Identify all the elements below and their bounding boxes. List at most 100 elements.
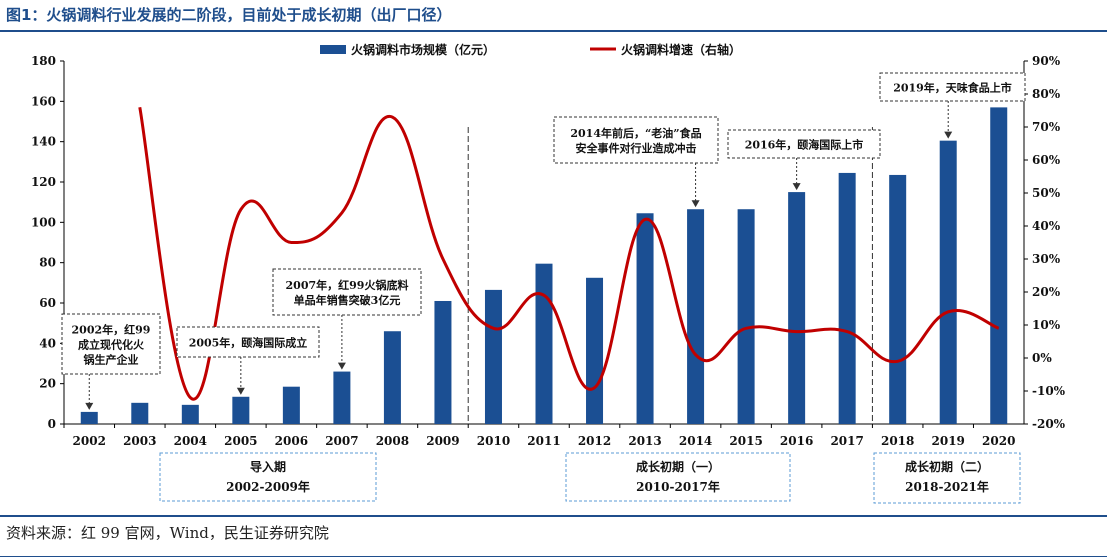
bar-2015: [737, 209, 755, 424]
x-tick-label-2011: 2011: [527, 434, 560, 448]
phase-box-2: [565, 452, 791, 502]
x-tick-label-2013: 2013: [628, 434, 661, 448]
annotation-box-2007: [272, 268, 422, 316]
annotation-box-2016: [727, 129, 881, 159]
bar-2017: [838, 172, 856, 424]
y-left-tick-label: 80: [39, 256, 56, 270]
annotation-arrowhead-2016: [792, 183, 801, 191]
bar-2003: [131, 402, 149, 424]
y-left-tick-label: 40: [39, 336, 56, 350]
x-tick-label-2016: 2016: [780, 434, 813, 448]
phase-box-3: [873, 452, 1021, 504]
y-right-tick-label: 0%: [1032, 351, 1052, 365]
growth-line: [138, 106, 1000, 401]
y-left-tick-label: 0: [48, 417, 56, 431]
annotation-box-2014: [553, 116, 719, 164]
x-tick-label-2020: 2020: [982, 434, 1015, 448]
bar-2019: [939, 140, 957, 425]
y-right-tick-label: -20%: [1032, 417, 1066, 431]
annotation-arrowhead-2014: [691, 200, 700, 208]
x-tick-label-2003: 2003: [123, 434, 156, 448]
y-right-tick-label: -10%: [1032, 384, 1066, 398]
bar-2020: [990, 107, 1008, 424]
annotation-text-2007: 单品年销售突破3亿元: [294, 293, 401, 307]
phase-name-2: 成长初期（一）: [636, 459, 720, 474]
y-left-tick-label: 60: [39, 296, 56, 310]
y-right-tick-label: 50%: [1032, 186, 1061, 200]
annotation-text-2002: 成立现代化火: [78, 338, 145, 352]
y-left-tick-label: 100: [31, 215, 56, 229]
y-right-tick-label: 20%: [1032, 285, 1061, 299]
x-tick-label-2007: 2007: [325, 434, 358, 448]
x-tick-label-2019: 2019: [932, 434, 965, 448]
y-left-tick-label: 180: [31, 54, 56, 68]
y-right-tick-label: 30%: [1032, 252, 1061, 266]
y-right-tick-label: 80%: [1032, 87, 1061, 101]
annotation-text-2007: 2007年，红99火锅底料: [286, 278, 409, 292]
footer-divider: [0, 515, 1107, 517]
chart-title: 图1：火锅调料行业发展的二阶段，目前处于成长初期（出厂口径）: [6, 6, 452, 24]
x-tick-label-2002: 2002: [73, 434, 106, 448]
title-bar: 图1：火锅调料行业发展的二阶段，目前处于成长初期（出厂口径）: [0, 0, 1107, 32]
annotation-text-2016: 2016年，颐海国际上市: [745, 138, 864, 152]
bar-2009: [434, 300, 452, 424]
x-tick-label-2004: 2004: [174, 434, 207, 448]
legend-bar-swatch: [320, 45, 346, 54]
phase-range-1: 2002-2009年: [226, 479, 310, 494]
annotation-box-2005: [176, 326, 320, 358]
y-right-tick-label: 60%: [1032, 153, 1061, 167]
annotation-arrowhead-2007: [337, 362, 346, 370]
y-right-tick-label: 70%: [1032, 120, 1061, 134]
phase-box-1: [159, 452, 377, 502]
x-tick-label-2018: 2018: [881, 434, 914, 448]
legend-bar-label: 火锅调料市场规模（亿元）: [351, 42, 495, 57]
x-tick-label-2014: 2014: [679, 434, 712, 448]
x-tick-label-2015: 2015: [729, 434, 762, 448]
x-tick-label-2017: 2017: [830, 434, 863, 448]
bar-2005: [232, 396, 250, 424]
annotation-box-2019: [879, 72, 1026, 102]
phase-range-3: 2018-2021年: [905, 479, 989, 494]
x-tick-label-2006: 2006: [275, 434, 308, 448]
y-right-tick-label: 90%: [1032, 54, 1061, 68]
y-left-tick-label: 120: [31, 175, 56, 189]
phase-name-1: 导入期: [250, 459, 286, 474]
phase-range-2: 2010-2017年: [636, 479, 720, 494]
bar-2012: [586, 277, 604, 424]
phase-name-3: 成长初期（二）: [905, 459, 989, 474]
source-note: 资料来源：红 99 官网，Wind，民生证券研究院: [6, 524, 329, 542]
annotation-arrowhead-2005: [236, 387, 245, 395]
bar-2013: [636, 213, 654, 424]
annotation-arrowhead-2002: [85, 402, 94, 410]
y-right-tick-label: 10%: [1032, 318, 1061, 332]
x-tick-label-2005: 2005: [224, 434, 257, 448]
bar-2006: [282, 386, 300, 424]
y-left-tick-label: 140: [31, 135, 56, 149]
annotation-text-2014: 安全事件对行业造成冲击: [576, 141, 697, 155]
bar-2011: [535, 263, 553, 424]
bar-2004: [181, 404, 199, 424]
bottom-divider: [0, 556, 1107, 557]
bar-2002: [80, 411, 98, 424]
annotation-text-2005: 2005年，颐海国际成立: [189, 336, 308, 350]
annotation-text-2014: 2014年前后，“老油”食品: [570, 126, 701, 140]
bar-2008: [383, 331, 401, 424]
bar-2007: [333, 371, 351, 424]
y-left-tick-label: 20: [39, 377, 56, 391]
bar-2018: [889, 174, 907, 424]
legend-line-label: 火锅调料增速（右轴）: [621, 42, 741, 57]
annotation-box-2002: [61, 313, 161, 375]
y-left-tick-label: 160: [31, 94, 56, 108]
x-tick-label-2010: 2010: [477, 434, 510, 448]
bar-2014: [687, 209, 705, 424]
y-right-tick-label: 40%: [1032, 219, 1061, 233]
annotation-text-2002: 锅生产企业: [84, 353, 139, 367]
x-tick-label-2009: 2009: [426, 434, 459, 448]
bar-2010: [484, 289, 502, 424]
annotation-text-2002: 2002年，红99: [72, 323, 151, 337]
annotation-text-2019: 2019年，天味食品上市: [893, 81, 1012, 95]
annotation-arrowhead-2019: [944, 131, 953, 139]
x-tick-label-2012: 2012: [578, 434, 611, 448]
bar-2016: [788, 192, 806, 424]
